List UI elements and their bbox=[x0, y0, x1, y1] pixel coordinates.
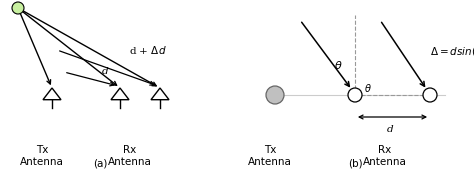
Text: Rx
Antenna: Rx Antenna bbox=[108, 145, 152, 167]
Circle shape bbox=[348, 88, 362, 102]
Circle shape bbox=[12, 2, 24, 14]
Text: d + $\Delta d$: d + $\Delta d$ bbox=[129, 44, 167, 56]
Text: $\theta$: $\theta$ bbox=[334, 59, 342, 71]
Text: $\Delta = dsin(\theta)$: $\Delta = dsin(\theta)$ bbox=[430, 45, 474, 59]
Text: Tx
Antenna: Tx Antenna bbox=[20, 145, 64, 167]
Circle shape bbox=[423, 88, 437, 102]
Text: (b): (b) bbox=[348, 158, 362, 168]
Text: d: d bbox=[102, 67, 109, 76]
Text: Rx
Antenna: Rx Antenna bbox=[363, 145, 407, 167]
Text: (a): (a) bbox=[93, 158, 107, 168]
Text: $\theta$: $\theta$ bbox=[364, 82, 372, 94]
Text: Tx
Antenna: Tx Antenna bbox=[248, 145, 292, 167]
Text: d: d bbox=[387, 125, 393, 134]
Circle shape bbox=[266, 86, 284, 104]
